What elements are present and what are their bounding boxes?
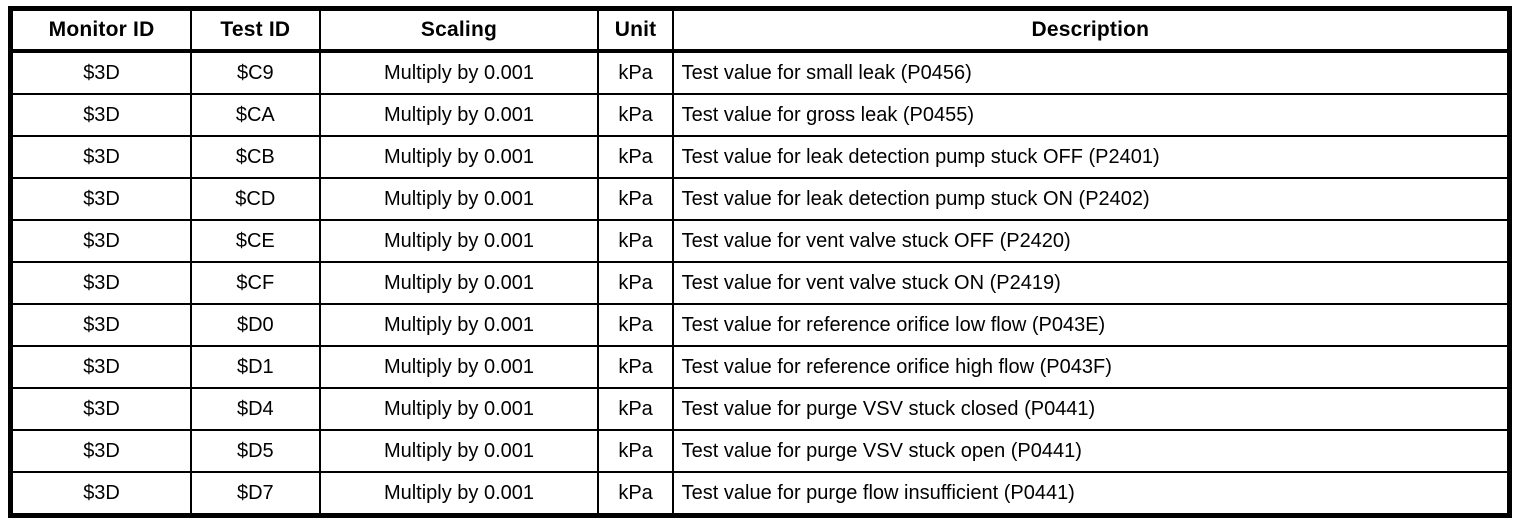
cell-scaling: Multiply by 0.001 bbox=[318, 177, 600, 221]
cell-test-id: $D4 bbox=[190, 387, 321, 431]
cell-description: Test value for purge VSV stuck open (P04… bbox=[671, 429, 1511, 473]
cell-test-id: $D5 bbox=[190, 429, 321, 473]
cell-monitor-id: $3D bbox=[9, 261, 193, 305]
cell-unit: kPa bbox=[597, 93, 674, 137]
cell-test-id: $CE bbox=[190, 219, 321, 263]
cell-scaling: Multiply by 0.001 bbox=[318, 135, 600, 179]
cell-unit: kPa bbox=[597, 177, 674, 221]
cell-monitor-id: $3D bbox=[9, 177, 193, 221]
cell-monitor-id: $3D bbox=[9, 135, 193, 179]
cell-unit: kPa bbox=[597, 135, 674, 179]
column-header-unit: Unit bbox=[597, 7, 674, 53]
cell-description: Test value for reference orifice low flo… bbox=[671, 303, 1511, 347]
cell-monitor-id: $3D bbox=[9, 345, 193, 389]
column-header-scaling: Scaling bbox=[318, 7, 600, 53]
cell-test-id: $CD bbox=[190, 177, 321, 221]
cell-description: Test value for reference orifice high fl… bbox=[671, 345, 1511, 389]
monitor-test-table: Monitor ID Test ID Scaling Unit Descript… bbox=[8, 6, 1512, 518]
cell-unit: kPa bbox=[597, 219, 674, 263]
cell-description: Test value for purge flow insufficient (… bbox=[671, 471, 1511, 517]
cell-test-id: $CA bbox=[190, 93, 321, 137]
cell-scaling: Multiply by 0.001 bbox=[318, 93, 600, 137]
cell-test-id: $D0 bbox=[190, 303, 321, 347]
cell-unit: kPa bbox=[597, 50, 674, 95]
cell-unit: kPa bbox=[597, 345, 674, 389]
cell-scaling: Multiply by 0.001 bbox=[318, 50, 600, 95]
cell-scaling: Multiply by 0.001 bbox=[318, 345, 600, 389]
table-row: $3D $CB Multiply by 0.001 kPa Test value… bbox=[9, 135, 1511, 179]
table-row: $3D $CA Multiply by 0.001 kPa Test value… bbox=[9, 93, 1511, 137]
cell-monitor-id: $3D bbox=[9, 50, 193, 95]
cell-monitor-id: $3D bbox=[9, 429, 193, 473]
cell-description: Test value for leak detection pump stuck… bbox=[671, 177, 1511, 221]
table-row: $3D $D1 Multiply by 0.001 kPa Test value… bbox=[9, 345, 1511, 389]
header-row: Monitor ID Test ID Scaling Unit Descript… bbox=[9, 7, 1511, 53]
cell-scaling: Multiply by 0.001 bbox=[318, 261, 600, 305]
cell-test-id: $D7 bbox=[190, 471, 321, 517]
cell-monitor-id: $3D bbox=[9, 471, 193, 517]
cell-scaling: Multiply by 0.001 bbox=[318, 219, 600, 263]
cell-test-id: $C9 bbox=[190, 50, 321, 95]
cell-unit: kPa bbox=[597, 471, 674, 517]
cell-description: Test value for vent valve stuck OFF (P24… bbox=[671, 219, 1511, 263]
cell-monitor-id: $3D bbox=[9, 93, 193, 137]
table-row: $3D $D5 Multiply by 0.001 kPa Test value… bbox=[9, 429, 1511, 473]
cell-unit: kPa bbox=[597, 303, 674, 347]
cell-unit: kPa bbox=[597, 429, 674, 473]
cell-unit: kPa bbox=[597, 387, 674, 431]
cell-scaling: Multiply by 0.001 bbox=[318, 471, 600, 517]
cell-scaling: Multiply by 0.001 bbox=[318, 387, 600, 431]
cell-monitor-id: $3D bbox=[9, 219, 193, 263]
cell-scaling: Multiply by 0.001 bbox=[318, 429, 600, 473]
table-row: $3D $CF Multiply by 0.001 kPa Test value… bbox=[9, 261, 1511, 305]
column-header-monitor-id: Monitor ID bbox=[9, 7, 193, 53]
cell-test-id: $D1 bbox=[190, 345, 321, 389]
table-row: $3D $D7 Multiply by 0.001 kPa Test value… bbox=[9, 471, 1511, 517]
table-row: $3D $CE Multiply by 0.001 kPa Test value… bbox=[9, 219, 1511, 263]
table-row: $3D $CD Multiply by 0.001 kPa Test value… bbox=[9, 177, 1511, 221]
cell-test-id: $CB bbox=[190, 135, 321, 179]
column-header-description: Description bbox=[671, 7, 1511, 53]
table-header: Monitor ID Test ID Scaling Unit Descript… bbox=[9, 7, 1511, 53]
cell-monitor-id: $3D bbox=[9, 303, 193, 347]
column-header-test-id: Test ID bbox=[190, 7, 321, 53]
table-row: $3D $D4 Multiply by 0.001 kPa Test value… bbox=[9, 387, 1511, 431]
table-row: $3D $D0 Multiply by 0.001 kPa Test value… bbox=[9, 303, 1511, 347]
cell-description: Test value for vent valve stuck ON (P241… bbox=[671, 261, 1511, 305]
cell-description: Test value for purge VSV stuck closed (P… bbox=[671, 387, 1511, 431]
cell-scaling: Multiply by 0.001 bbox=[318, 303, 600, 347]
cell-monitor-id: $3D bbox=[9, 387, 193, 431]
cell-test-id: $CF bbox=[190, 261, 321, 305]
cell-description: Test value for small leak (P0456) bbox=[671, 50, 1511, 95]
table-body: $3D $C9 Multiply by 0.001 kPa Test value… bbox=[9, 50, 1511, 517]
cell-description: Test value for gross leak (P0455) bbox=[671, 93, 1511, 137]
cell-unit: kPa bbox=[597, 261, 674, 305]
cell-description: Test value for leak detection pump stuck… bbox=[671, 135, 1511, 179]
table-row: $3D $C9 Multiply by 0.001 kPa Test value… bbox=[9, 50, 1511, 95]
